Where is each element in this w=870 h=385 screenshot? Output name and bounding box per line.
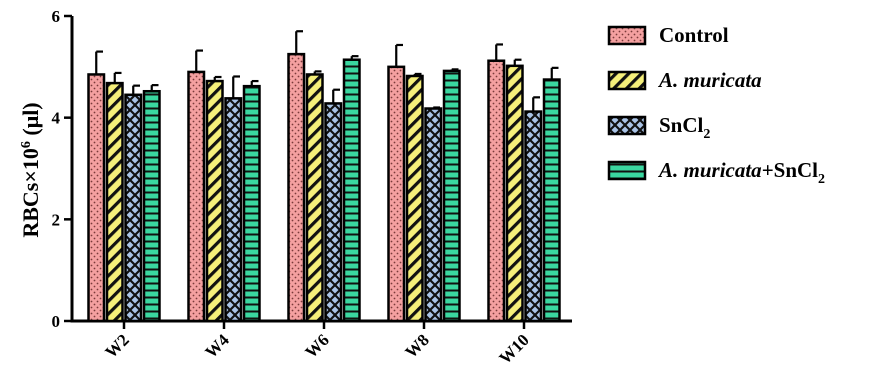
x-tick-label: W4 — [201, 330, 233, 362]
legend-label: SnCl2 — [659, 113, 710, 142]
legend-swatch-dots — [607, 25, 647, 46]
bar-horizontal-w10 — [542, 78, 561, 323]
legend-label: A. muricata+SnCl2 — [657, 158, 825, 187]
bars — [87, 52, 561, 323]
bar-dots-w8 — [387, 65, 406, 323]
bar-horizontal-w4 — [242, 84, 261, 323]
bar-diamond-w2 — [124, 93, 143, 323]
bar-diagonal-w8 — [405, 74, 424, 323]
bar-dots-w10 — [487, 59, 506, 323]
y-tick-labels: 0 2 4 6 — [52, 7, 61, 331]
legend: Control A. muricata SnCl2 A. muricata+SnCl2 — [607, 23, 825, 187]
bar-horizontal-w2 — [142, 89, 161, 323]
bar-diamond-w8 — [424, 107, 443, 323]
legend-label: A. muricata — [657, 68, 762, 92]
error-bars — [95, 30, 559, 112]
bar-dots-w2 — [87, 73, 106, 323]
x-tick-label: W8 — [401, 330, 432, 361]
bar-horizontal-w8 — [442, 69, 461, 323]
y-tick-label: 4 — [52, 109, 61, 128]
legend-label: Control — [659, 23, 729, 47]
bar-diagonal-w4 — [205, 79, 224, 323]
bar-diagonal-w2 — [105, 81, 124, 323]
legend-swatch-horizontal — [607, 160, 647, 181]
bar-diagonal-w10 — [505, 64, 524, 323]
y-tick-label: 6 — [52, 7, 61, 26]
bar-diamond-w10 — [524, 110, 543, 323]
x-tick-label: W10 — [495, 330, 532, 367]
y-axis-title: RBCs×106 (μl) — [18, 102, 43, 237]
bar-dots-w4 — [187, 70, 206, 323]
y-tick-label: 2 — [52, 210, 61, 229]
bar-diamond-w4 — [224, 97, 243, 323]
bar-diamond-w6 — [324, 102, 343, 323]
bar-dots-w6 — [287, 52, 306, 323]
x-tick-label: W2 — [101, 330, 132, 361]
legend-swatch-diagonal — [607, 70, 647, 91]
y-tick-label: 0 — [52, 312, 61, 331]
bar-diagonal-w6 — [305, 73, 324, 323]
bar-horizontal-w6 — [342, 58, 361, 323]
x-tick-label: W6 — [301, 330, 332, 361]
x-tick-labels: W2 W4 W6 W8 W10 — [101, 330, 532, 368]
legend-swatch-diamond — [607, 115, 647, 136]
